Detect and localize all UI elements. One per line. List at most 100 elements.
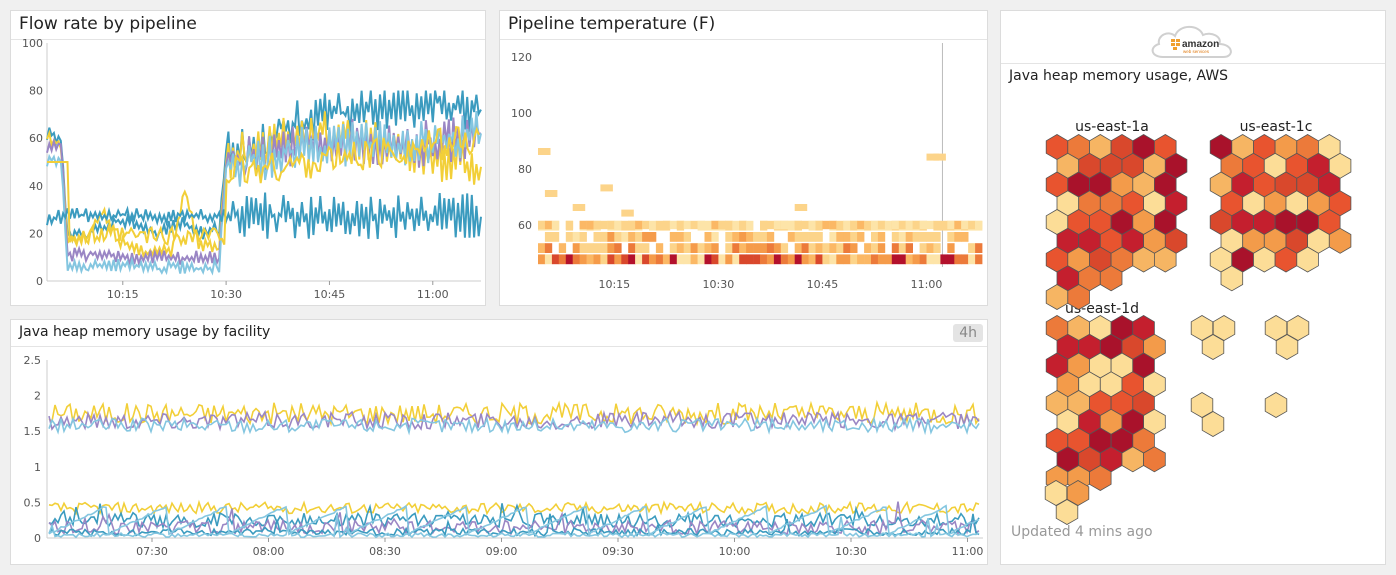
heatmap-cell [787,232,796,242]
heatmap-cell [822,220,830,230]
title-divider [11,39,485,40]
heatmap-cell [766,232,775,242]
heatmap-cell [926,153,939,161]
heatmap-cell [572,204,586,211]
heatmap-cell [628,220,636,230]
heatmap-cell [544,220,553,230]
heatmap-cell [926,254,934,265]
heatmap-cell [850,254,858,265]
y-tick-label: 0 [34,532,41,545]
heatmap-cell [635,254,643,265]
heatmap-cell [711,254,719,265]
pipeline-temperature-title: Pipeline temperature (F) [508,14,716,34]
heatmap-cell [642,243,650,253]
heatmap-cell [968,220,976,230]
heap-series-line [48,513,980,538]
heatmap-cell [815,243,823,253]
heatmap-cell [697,220,705,230]
heatmap-cell [593,254,601,265]
heatmap-cell [787,220,796,230]
heatmap-cell [822,243,830,253]
heatmap-cell [905,232,913,242]
heatmap-cell [801,243,809,253]
heatmap-cell [891,220,900,230]
pipeline-temperature-chart[interactable]: 60 80 100 120 10:15 10:30 10:45 11:00 [500,11,989,307]
x-tick-label: 07:30 [136,545,168,558]
y-tick-label: 2 [34,390,41,403]
heatmap-cell [891,254,900,265]
y-tick-label: 80 [518,163,532,176]
heatmap-cell [829,243,837,253]
heatmap-cell [864,254,872,265]
heatmap-cell [607,243,615,253]
heatmap-cell [843,232,851,242]
heatmap-cell [843,243,851,253]
heatmap-cell [794,204,808,211]
heatmap-cell [919,243,927,253]
heatmap-cell [544,243,553,253]
timeframe-badge[interactable]: 4h [953,324,983,342]
hex-cell [1296,246,1319,273]
heatmap-cell [551,220,560,230]
heatmap-cell [593,220,601,230]
x-tick-label: 11:00 [417,288,449,301]
heatmap-cell [753,232,761,242]
heatmap-cell [891,232,900,242]
heatmap-cell [607,232,615,242]
heatmap-cell [760,232,768,242]
heatmap-cell [621,232,629,242]
heatmap-cell [961,220,969,230]
heatmap-cell [947,254,955,265]
heatmap-cell [808,243,816,253]
aws-logo-bar: amazon web services [1001,11,1385,64]
heatmap-cell [954,232,962,242]
heatmap-cell [933,254,941,265]
heatmap-cell [975,220,983,230]
title-divider [500,39,987,40]
heatmap-cell [850,243,858,253]
updated-timestamp: Updated 4 mins ago [1011,524,1153,540]
heatmap-cell [600,254,608,265]
heatmap-cell [905,243,913,253]
hex-cell [1220,265,1244,292]
heatmap-cell [815,220,823,230]
heatmap-cell [871,243,879,253]
flow-rate-chart[interactable]: 0 20 40 60 80 100 10:15 10:30 10:45 11:00 [11,11,487,307]
heatmap-cell [718,220,726,230]
y-tick-label: 60 [518,219,532,232]
aws-hexmap[interactable]: us-east-1a us-east-1c us-east-1d [1001,11,1387,566]
heatmap-cell [884,254,893,265]
heatmap-cell [912,254,920,265]
heatmap-cell [614,232,622,242]
heatmap-cell [628,232,636,242]
heatmap-cell [642,220,650,230]
heatmap-cell [857,254,865,265]
heatmap-cell [933,220,941,231]
x-tick-label: 09:00 [486,545,518,558]
heatmap-cell [766,254,775,265]
heatmap-cell [926,220,934,230]
heatmap-cell [933,153,946,161]
y-tick-label: 40 [29,180,43,193]
heatmap-cell [642,232,650,242]
heatmap-cell [642,254,650,265]
heatmap-cell [544,254,553,265]
heatmap-cell [683,232,691,242]
heatmap-cell [836,254,844,265]
heatmap-cell [662,220,671,230]
heatmap-cell [572,243,580,253]
x-tick-label: 09:30 [602,545,634,558]
heatmap-cell [773,254,782,265]
heatmap-cell [538,148,551,155]
heap-facility-chart[interactable]: 0 0.5 1 1.5 2 2.5 07:30 08:00 08:30 09:00 09:30 10:… [11,320,989,566]
heatmap-cell [877,243,886,253]
heatmap-cell [919,220,927,230]
y-tick-label: 2.5 [24,354,42,367]
heatmap-cell [829,232,837,242]
heatmap-cell [600,220,608,230]
heatmap-cell [621,209,634,217]
heap-series-line [48,415,980,436]
heatmap-cell [871,232,879,242]
heatmap-cell [614,220,622,230]
aws-heap-title: Java heap memory usage, AWS [1009,68,1229,84]
